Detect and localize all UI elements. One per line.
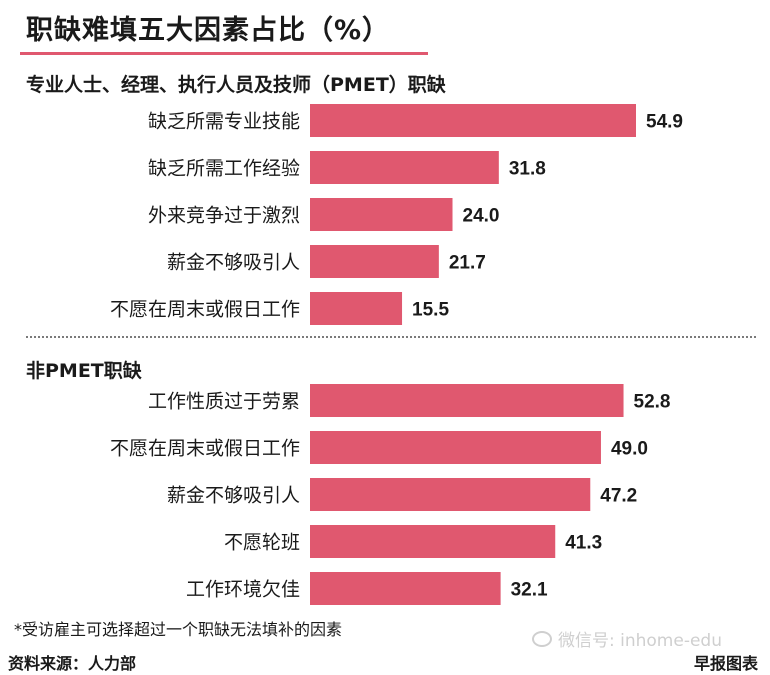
section-divider — [26, 336, 756, 338]
category-label: 缺乏所需工作经验 — [148, 158, 300, 180]
bar — [310, 478, 591, 511]
value-label: 31.8 — [509, 159, 546, 180]
bar — [310, 431, 601, 464]
value-label: 52.8 — [634, 392, 671, 413]
value-label: 21.7 — [449, 253, 486, 274]
credit-note: 早报图表 — [693, 654, 758, 673]
watermark-text: 微信号: inhome-edu — [558, 631, 722, 651]
bar — [310, 198, 453, 231]
bar — [310, 572, 501, 605]
value-label: 24.0 — [463, 206, 500, 227]
source-note: 资料来源：人力部 — [8, 654, 137, 673]
bar — [310, 151, 499, 184]
section-title-pmet: 专业人士、经理、执行人员及技师（PMET）职缺 — [26, 74, 446, 96]
footnote: *受访雇主可选择超过一个职缺无法填补的因素 — [14, 620, 343, 639]
chart-title: 职缺难填五大因素占比（%） — [26, 15, 391, 46]
category-label: 缺乏所需专业技能 — [148, 111, 300, 133]
category-label: 工作环境欠佳 — [186, 579, 300, 601]
category-label: 外来竞争过于激烈 — [148, 205, 300, 227]
category-label: 工作性质过于劳累 — [148, 391, 300, 413]
bar — [310, 104, 636, 137]
value-label: 41.3 — [565, 533, 602, 554]
category-label: 不愿轮班 — [224, 532, 300, 554]
value-label: 32.1 — [511, 580, 548, 601]
category-label: 不愿在周末或假日工作 — [110, 299, 300, 321]
value-label: 49.0 — [611, 439, 648, 460]
bar — [310, 245, 439, 278]
bar — [310, 292, 403, 325]
category-label: 不愿在周末或假日工作 — [110, 438, 300, 460]
category-label: 薪金不够吸引人 — [167, 252, 300, 274]
watermark: 微信号: inhome-edu — [532, 626, 722, 651]
wechat-icon — [532, 630, 552, 647]
value-label: 54.9 — [646, 112, 683, 133]
bar — [310, 525, 556, 558]
title-underline — [20, 52, 428, 55]
value-label: 47.2 — [600, 486, 637, 507]
value-label: 15.5 — [412, 300, 449, 321]
section-title-non-pmet: 非PMET职缺 — [26, 360, 142, 382]
category-label: 薪金不够吸引人 — [167, 485, 300, 507]
bar — [310, 384, 624, 417]
